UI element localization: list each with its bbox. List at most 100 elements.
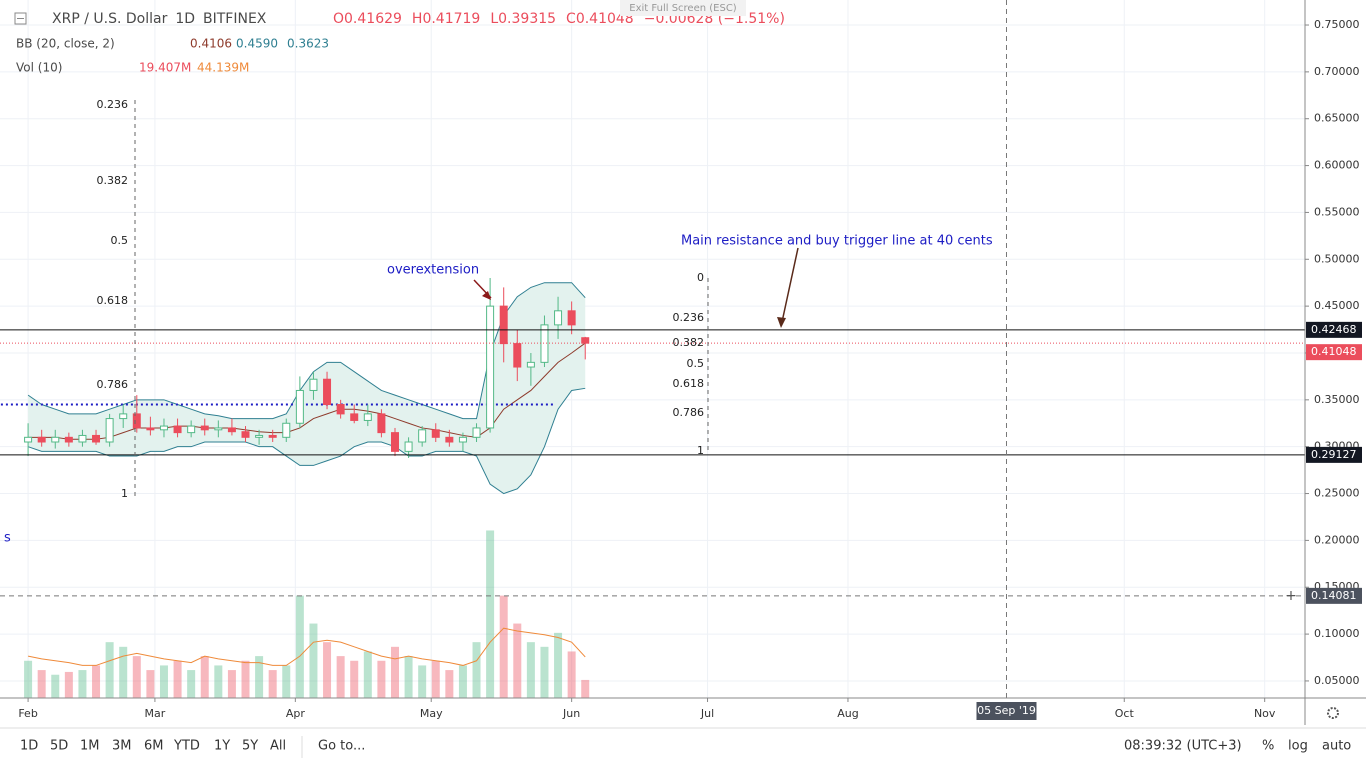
volume-bar [295,595,304,698]
candle-body [255,434,264,438]
volume-bar [445,670,454,698]
vol-value: 19.407M [139,61,191,75]
fib-label: 1 [697,444,704,457]
log-toggle[interactable]: log [1288,739,1308,754]
fib-label: 0.5 [687,357,705,370]
candle-body [146,427,155,431]
volume-bar [268,670,277,698]
volume-bar [540,646,549,698]
candle-body [581,337,590,344]
candle-body [92,434,101,443]
bb-lower-line [27,387,586,495]
x-tick-label: Oct [1115,707,1135,720]
range-button[interactable]: 5Y [242,739,258,754]
candle-body [214,427,223,431]
candle-body [486,305,495,429]
range-button[interactable]: 1Y [214,739,230,754]
volume-bar [499,595,508,698]
candle-body [431,429,440,438]
annotation-arrow [781,247,799,323]
y-tick-label: 0.50000 [1314,252,1360,265]
candle-body [173,425,182,434]
range-button[interactable]: 3M [112,739,132,754]
range-button[interactable]: 6M [144,739,164,754]
candle-body [363,413,372,421]
fib-label: 0.382 [97,174,129,187]
candle-body [119,413,128,420]
x-tick-label: Jun [562,707,580,720]
volume-bar [554,632,563,698]
volume-bar [173,660,182,698]
exit-fullscreen[interactable] [620,0,746,16]
y-tick-label: 0.35000 [1314,393,1360,406]
volume-bar [282,665,291,698]
range-button[interactable]: 1M [80,739,100,754]
volume-bar [119,646,128,698]
volume-bar [105,642,114,698]
price-tag-label: 0.42468 [1311,323,1357,336]
volume-bar [513,623,522,698]
bb-value: 0.3623 [287,37,329,51]
volume-bar [323,642,332,698]
volume-bar [24,660,33,698]
candle-body [526,361,535,368]
arrow-head [777,317,786,328]
goto-button[interactable]: Go to... [318,739,365,754]
candle-body [187,425,196,434]
volume-bar [431,660,440,698]
candle-body [132,413,141,429]
crosshair-add[interactable]: + [1285,588,1297,604]
auto-toggle[interactable]: auto [1322,739,1351,754]
candle-body [241,431,250,438]
range-button[interactable]: All [270,739,286,754]
volume-bar [214,665,223,698]
crosshair-price-label: 0.14081 [1311,589,1357,602]
y-tick-label: 0.60000 [1314,159,1360,172]
collapse-icon[interactable] [14,12,27,25]
range-button[interactable]: 1D [20,739,38,754]
volume-bar [472,642,481,698]
volume-bar [241,660,250,698]
candle-body [309,378,318,391]
candle-body [377,413,386,434]
range-button[interactable]: 5D [50,739,68,754]
symbol-name: XRP / U.S. Dollar [52,11,168,27]
settings-icon[interactable] [1327,707,1339,719]
candle-body [350,413,359,421]
percent-toggle[interactable]: % [1262,739,1274,754]
x-tick-label: Aug [837,707,858,720]
range-bar: 1D 5D 1M 3M 6M YTD 1Y 5Y All [20,739,286,754]
volume-bar [227,670,236,698]
y-tick-label: 0.25000 [1314,487,1360,500]
volume-bar [309,623,318,698]
volume-bar [64,671,73,698]
candle-body [458,436,467,443]
candle-body [323,378,332,406]
bb-value: 0.4590 [236,37,278,51]
candle-body [282,422,291,438]
candle-body [51,436,60,443]
fib-label: 0.236 [97,98,129,111]
fib-label: 0.236 [673,311,705,324]
candle-body [227,427,236,433]
candle-body [390,432,399,452]
fib-label: 0.786 [97,378,129,391]
candle-body [105,418,114,443]
fib-label: 0.618 [97,294,129,307]
y-tick-label: 0.70000 [1314,65,1360,78]
volume-bar [37,670,46,698]
bb-legend: BB (20, close, 2) [16,37,115,51]
candle-body [404,441,413,452]
y-tick-label: 0.05000 [1314,674,1360,687]
range-button[interactable]: YTD [173,739,200,754]
volume-bar [255,656,264,698]
y-tick-label: 0.45000 [1314,299,1360,312]
volume-bar [92,665,101,698]
symbol[interactable]: XRP / U.S. Dollar 1D BITFINEX [52,11,267,27]
volume-bar [159,665,168,698]
price-tag [1306,344,1362,361]
arrow-head [482,291,491,300]
volume-bar [146,670,155,698]
quote-value: C0.41048 [566,11,634,27]
